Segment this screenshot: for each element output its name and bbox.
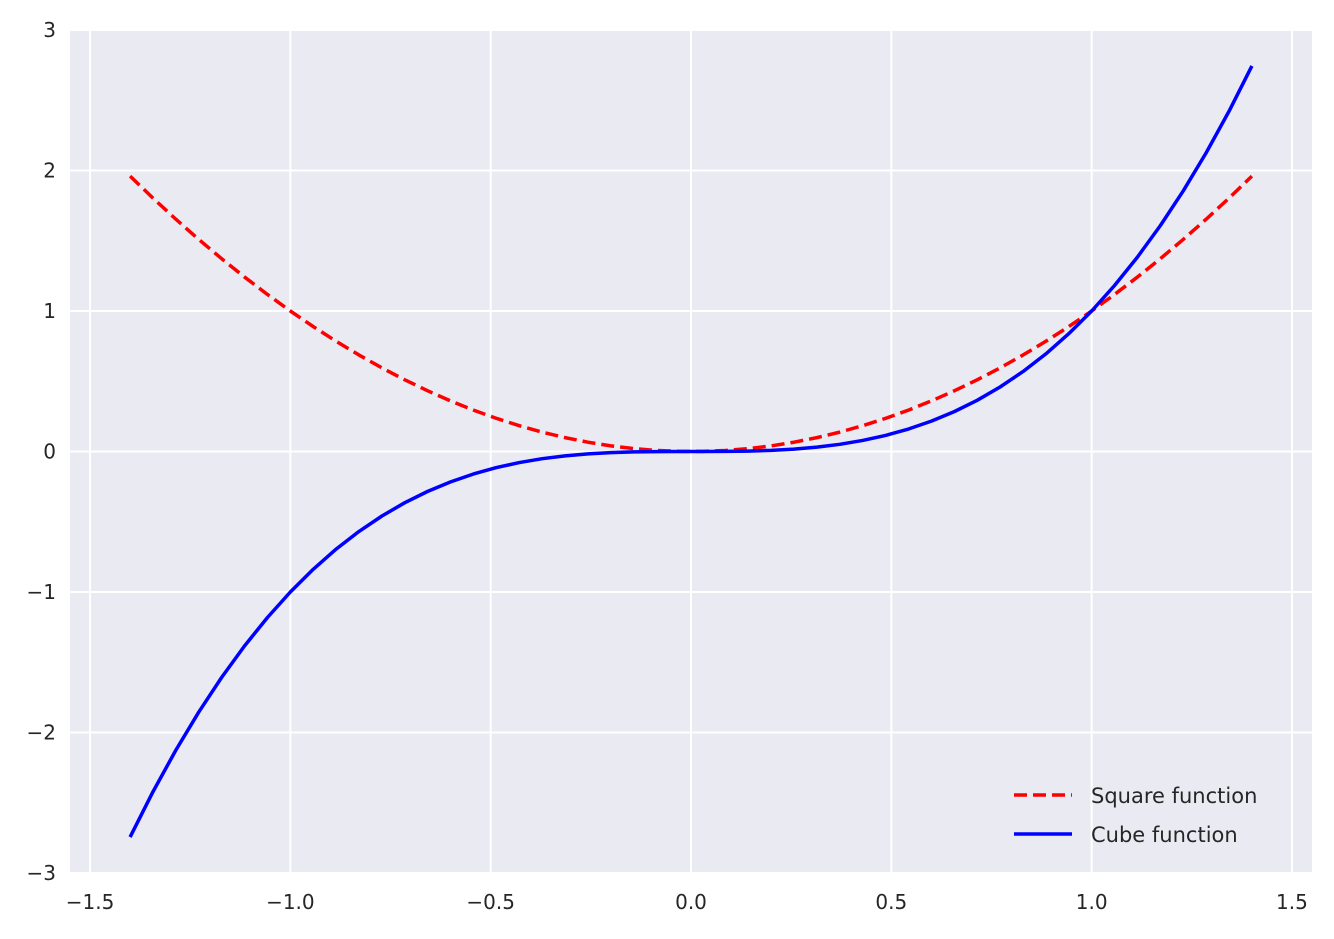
x-tick-label: −1.0 — [266, 890, 315, 914]
y-tick-label: −3 — [27, 861, 56, 885]
x-tick-label: −0.5 — [466, 890, 515, 914]
x-tick-label: 1.0 — [1076, 890, 1108, 914]
series-layer — [128, 65, 1254, 838]
x-axis-ticks: −1.5 −1.0 −0.5 0.0 0.5 1.0 1.5 — [66, 890, 1308, 914]
y-tick-label: 2 — [43, 159, 56, 183]
legend: Square function Cube function — [1014, 784, 1257, 847]
x-tick-label: −1.5 — [66, 890, 115, 914]
x-tick-label: 0.5 — [875, 890, 907, 914]
y-tick-label: 1 — [43, 299, 56, 323]
y-tick-label: 0 — [43, 440, 56, 464]
legend-label: Square function — [1091, 784, 1257, 808]
cube-function-line — [128, 65, 1254, 838]
x-tick-label: 1.5 — [1276, 890, 1308, 914]
y-axis-ticks: −3 −2 −1 0 1 2 3 — [27, 18, 56, 885]
y-tick-label: −2 — [27, 721, 56, 745]
y-tick-label: −1 — [27, 580, 56, 604]
x-tick-label: 0.0 — [675, 890, 707, 914]
y-tick-label: 3 — [43, 18, 56, 42]
legend-label: Cube function — [1091, 823, 1238, 847]
